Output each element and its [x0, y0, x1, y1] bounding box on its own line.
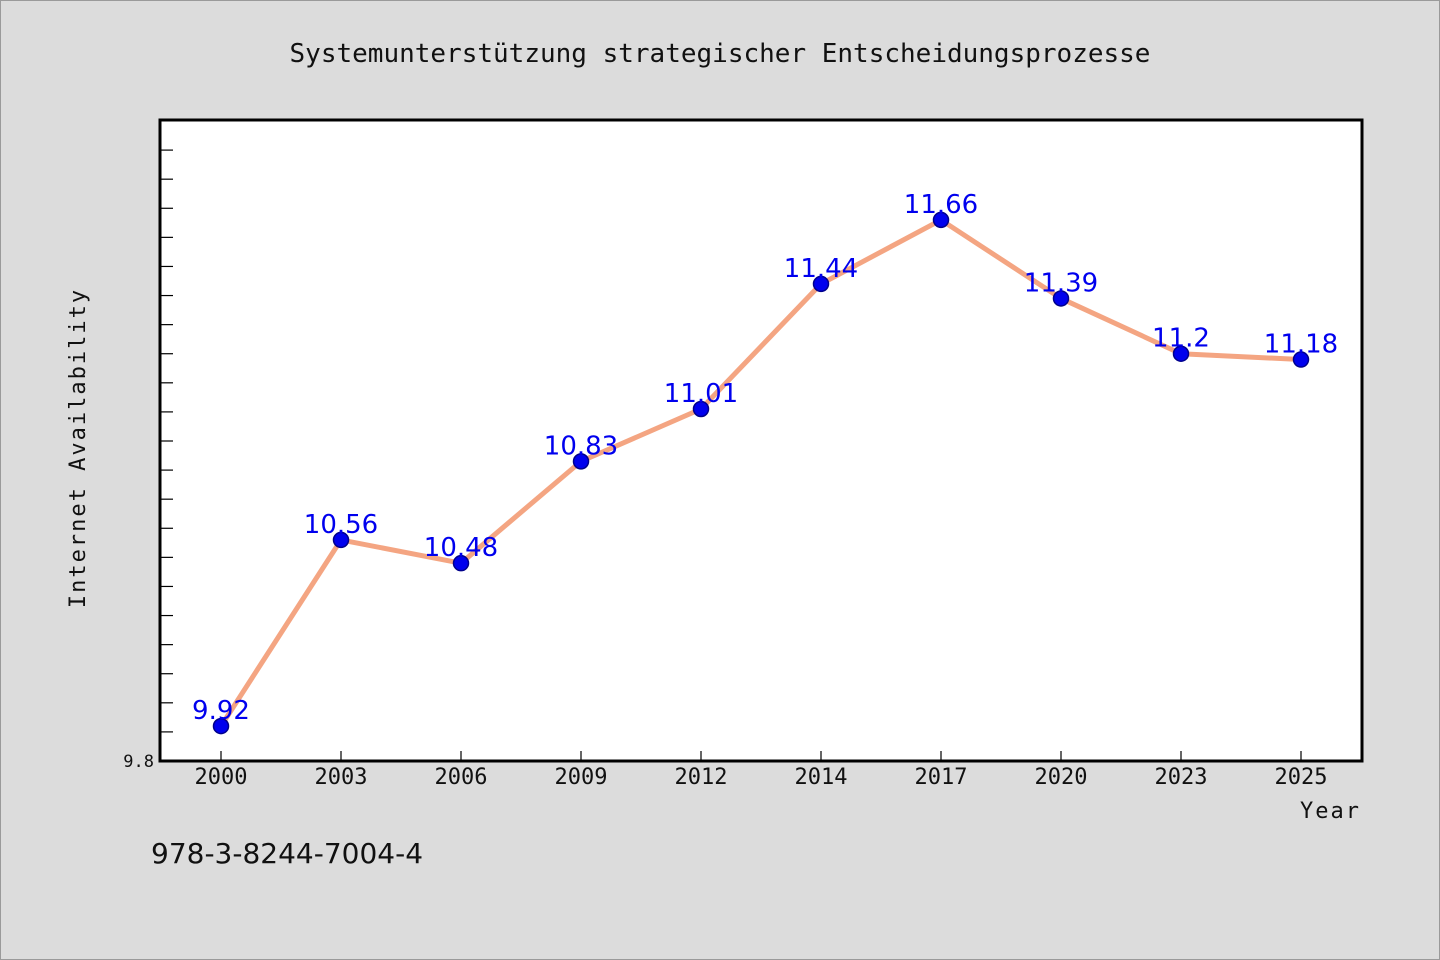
- data-point: [1052, 290, 1070, 307]
- x-tick-label: 2012: [675, 765, 728, 790]
- y-axis-label: Internet Availability: [66, 288, 91, 608]
- data-label: 11.18: [1264, 330, 1338, 360]
- data-label: 9.92: [192, 696, 250, 726]
- data-label: 10.48: [424, 533, 498, 563]
- data-point: [212, 717, 230, 735]
- x-tick-label: 2025: [1275, 765, 1328, 790]
- series-group: 9.92 10.56 10.48 10.83 11.01 11.44 11.66 11.39 1…: [192, 190, 1338, 735]
- data-label: 10.83: [544, 431, 618, 461]
- plot-area: [158, 118, 1364, 763]
- data-label: 10.56: [304, 510, 378, 540]
- series-line: [218, 217, 1304, 729]
- x-tick-label: 2014: [795, 765, 848, 790]
- data-point: [1292, 351, 1310, 368]
- data-label: 11.2: [1152, 324, 1210, 354]
- data-point: [932, 211, 950, 229]
- data-label: 11.66: [904, 190, 978, 220]
- data-label: 11.39: [1024, 268, 1098, 298]
- x-tick-label: 2023: [1155, 765, 1208, 790]
- x-axis-label: Year: [1300, 799, 1361, 824]
- x-tick-label: 2020: [1035, 765, 1088, 790]
- data-point: [332, 531, 350, 549]
- x-axis-ticks: 2000 2003 2006 2009 2012 2014 2017 2020 2023 2025: [195, 751, 1328, 790]
- y-axis-ticks: 9.8: [123, 149, 173, 772]
- x-tick-label: 2017: [915, 765, 968, 790]
- data-point: [452, 554, 470, 572]
- data-point: [1172, 345, 1190, 362]
- x-tick-label: 2009: [555, 765, 608, 790]
- data-point: [572, 453, 590, 470]
- chart-title: Systemunterstützung strategischer Entsch…: [290, 39, 1151, 69]
- data-point: [692, 400, 710, 418]
- x-tick-label: 2000: [195, 765, 248, 790]
- data-point: [812, 275, 830, 293]
- isbn-text: 978-3-8244-7004-4: [151, 837, 423, 870]
- x-tick-label: 2003: [315, 765, 368, 790]
- x-tick-label: 2006: [435, 765, 488, 790]
- data-label: 11.44: [784, 254, 858, 284]
- data-label: 11.01: [664, 379, 738, 409]
- y-tick-label: 9.8: [123, 752, 154, 772]
